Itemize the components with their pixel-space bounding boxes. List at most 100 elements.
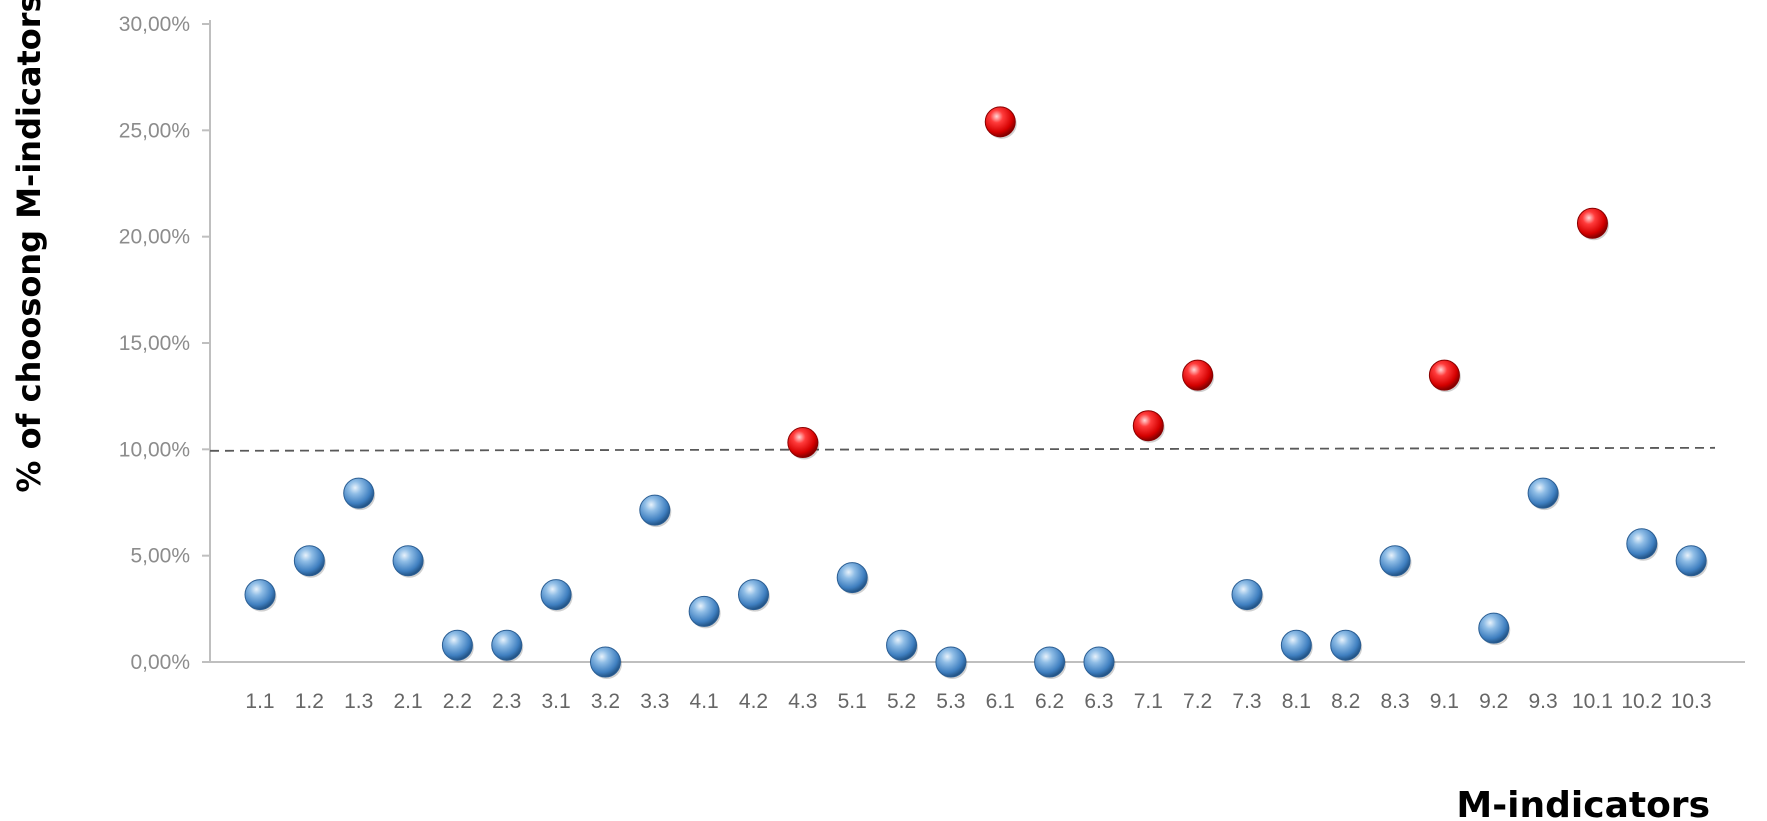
y-tick-label: 10,00% [119, 438, 190, 461]
x-tick-label: 10.2 [1621, 690, 1662, 713]
data-point [1083, 646, 1116, 679]
x-tick-label: 4.3 [788, 690, 817, 713]
point-marker [491, 629, 523, 661]
data-point [1231, 579, 1264, 612]
x-tick-label: 6.1 [986, 690, 1015, 713]
y-tick-label: 30,00% [119, 13, 190, 36]
point-marker [787, 427, 819, 459]
point-marker [1379, 545, 1411, 577]
data-point-highlight [1428, 359, 1461, 393]
data-points [244, 106, 1708, 679]
point-marker [836, 562, 868, 594]
data-point [688, 595, 721, 629]
data-point-highlight [1576, 207, 1609, 241]
x-tick-label: 10.1 [1572, 690, 1613, 713]
data-point-highlight [787, 427, 820, 460]
threshold-line [209, 446, 1716, 452]
point-marker [1132, 410, 1164, 442]
point-marker [738, 579, 769, 611]
point-marker [392, 545, 424, 577]
data-point-highlight [984, 106, 1017, 139]
x-tick-label: 5.1 [838, 690, 867, 713]
x-tick-label: 7.3 [1232, 690, 1261, 713]
x-tick-label: 5.3 [936, 690, 965, 713]
data-point [1675, 545, 1708, 578]
x-tick-label: 3.3 [640, 690, 669, 713]
x-tick-label: 8.3 [1380, 690, 1409, 713]
x-axis-title: M-indicators [1456, 785, 1710, 821]
data-point [1034, 646, 1067, 679]
point-marker [935, 646, 967, 678]
x-tick-label: 4.1 [690, 690, 719, 713]
point-marker [1527, 477, 1559, 509]
data-point [589, 646, 622, 679]
x-tick-label: 9.2 [1479, 690, 1508, 713]
point-marker [1428, 359, 1460, 391]
point-marker [1034, 646, 1066, 678]
data-point [935, 646, 968, 679]
y-axis-title: % of choosong M-indicators [10, 0, 48, 493]
data-point [1280, 629, 1313, 663]
x-tick-label: 2.3 [492, 690, 521, 713]
point-marker [688, 595, 720, 627]
point-marker [244, 579, 276, 611]
x-tick-label: 2.1 [393, 690, 422, 713]
data-point-highlight [1182, 359, 1215, 393]
axes [209, 20, 1745, 663]
x-tick-label: 7.2 [1183, 690, 1212, 713]
data-point [244, 579, 277, 612]
x-tick-label: 4.2 [739, 690, 768, 713]
data-point [1626, 528, 1659, 561]
point-marker [1626, 528, 1658, 560]
data-point [639, 494, 672, 528]
data-point [836, 562, 869, 595]
y-tick-label: 0,00% [130, 651, 190, 674]
point-marker [1330, 629, 1362, 661]
y-tick-label: 15,00% [119, 332, 190, 355]
x-tick-label: 8.1 [1282, 690, 1311, 713]
x-tick-label: 9.3 [1528, 690, 1557, 713]
point-marker [886, 629, 918, 661]
point-marker [984, 106, 1016, 138]
x-tick-label: 5.2 [887, 690, 916, 713]
data-point [1478, 612, 1511, 646]
x-tick-label: 3.2 [591, 690, 620, 713]
data-point [343, 477, 376, 511]
x-tick-label: 1.2 [295, 690, 324, 713]
y-tick-labels: 0,00% 5,00% 10,00% 15,00% 20,00% 25,00% 30,00% [119, 13, 210, 674]
x-tick-label: 10.3 [1671, 690, 1712, 713]
point-marker [441, 629, 473, 661]
x-tick-label: 1.3 [344, 690, 373, 713]
y-tick-label: 5,00% [130, 545, 190, 568]
point-marker [343, 477, 375, 509]
point-marker [1675, 545, 1707, 577]
data-point [1330, 629, 1363, 663]
point-marker [1478, 612, 1510, 644]
x-tick-labels: 1.1 1.2 1.3 2.1 2.2 2.3 3.1 3.2 3.3 4.1 4.2 4.3 5.1 5… [245, 690, 1711, 713]
data-point [886, 629, 919, 663]
point-marker [1083, 646, 1115, 678]
x-tick-label: 6.3 [1084, 690, 1113, 713]
point-marker [1182, 359, 1214, 391]
data-point [491, 629, 524, 663]
x-tick-label: 8.2 [1331, 690, 1360, 713]
point-marker [1280, 629, 1312, 661]
data-point [738, 579, 770, 612]
point-marker [639, 494, 671, 526]
point-marker [589, 646, 621, 678]
data-point [540, 579, 573, 612]
x-tick-label: 6.2 [1035, 690, 1064, 713]
x-tick-label: 9.1 [1430, 690, 1459, 713]
data-point-highlight [1132, 410, 1165, 443]
point-marker [540, 579, 572, 611]
x-tick-label: 7.1 [1134, 690, 1163, 713]
point-marker [1231, 579, 1263, 611]
data-point [441, 629, 474, 663]
y-tick-label: 20,00% [119, 226, 190, 249]
point-marker [293, 545, 325, 577]
data-point [293, 545, 326, 578]
x-tick-label: 2.2 [443, 690, 472, 713]
data-point [392, 545, 425, 578]
x-tick-label: 1.1 [245, 690, 274, 713]
